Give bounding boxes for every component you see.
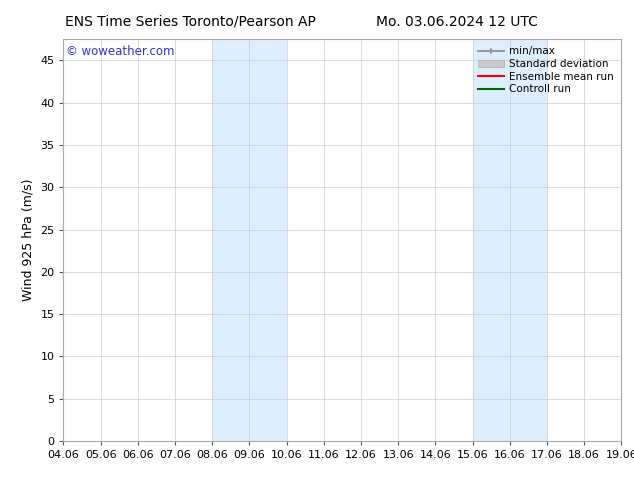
Text: © woweather.com: © woweather.com — [66, 45, 175, 58]
Bar — [472, 39, 547, 441]
Legend: min/max, Standard deviation, Ensemble mean run, Controll run: min/max, Standard deviation, Ensemble me… — [476, 45, 616, 97]
Text: Mo. 03.06.2024 12 UTC: Mo. 03.06.2024 12 UTC — [375, 15, 538, 29]
Y-axis label: Wind 925 hPa (m/s): Wind 925 hPa (m/s) — [22, 179, 35, 301]
Bar — [212, 39, 287, 441]
Text: ENS Time Series Toronto/Pearson AP: ENS Time Series Toronto/Pearson AP — [65, 15, 316, 29]
